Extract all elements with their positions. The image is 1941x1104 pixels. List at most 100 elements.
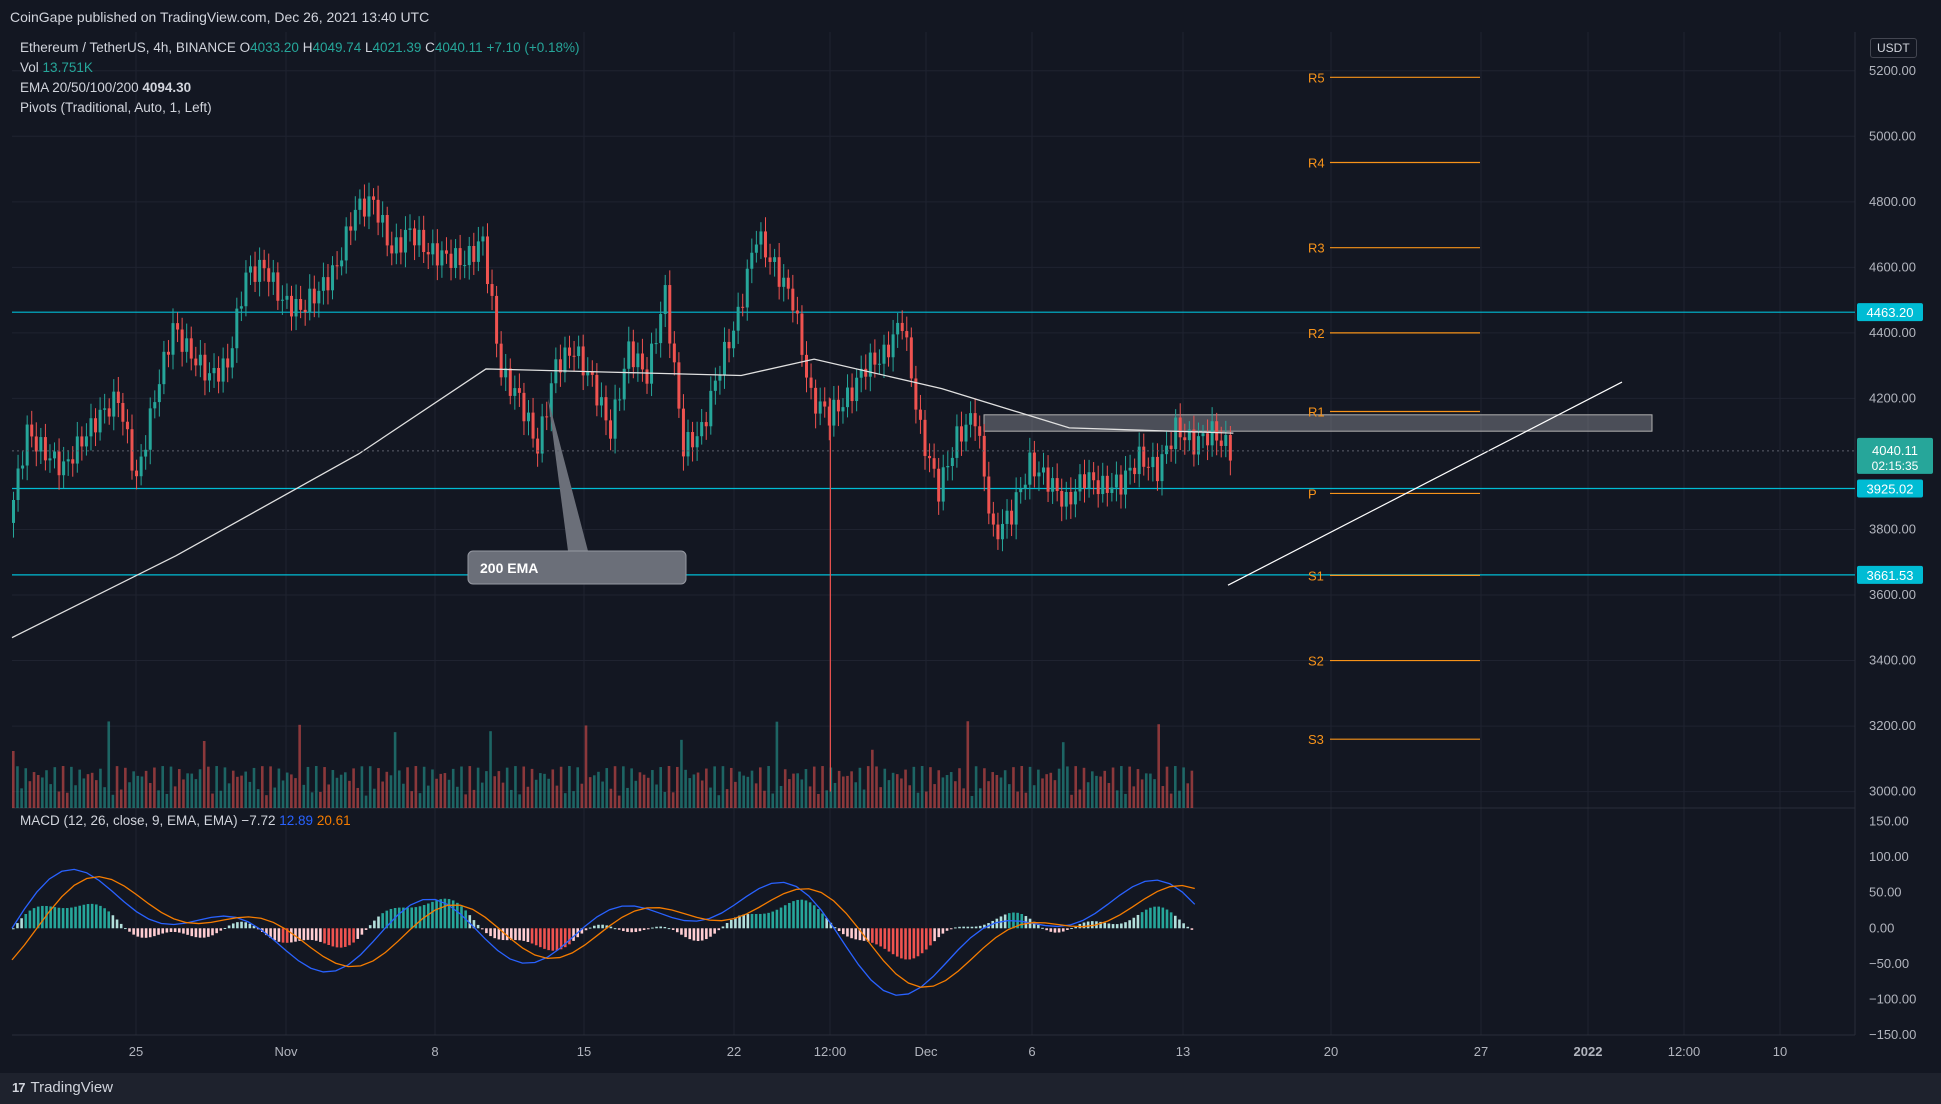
macd-histogram-bar	[397, 907, 401, 929]
volume-bar	[32, 772, 36, 808]
volume-bar	[572, 791, 575, 808]
candle-body	[16, 468, 20, 500]
candle-body	[700, 422, 704, 437]
volume-bar	[655, 784, 658, 808]
ema-row[interactable]: EMA 20/50/100/200 4094.30	[20, 78, 580, 98]
candle-body	[435, 243, 439, 266]
macd-histogram-bar	[178, 928, 181, 933]
candle-body	[668, 285, 672, 344]
volume-bar	[422, 766, 426, 808]
annotation-box[interactable]	[467, 550, 687, 585]
candle-body	[221, 358, 225, 382]
macd-histogram-bar	[41, 905, 44, 929]
symbol-row[interactable]: Ethereum / TetherUS, 4h, BINANCE O4033.2…	[20, 40, 580, 55]
macd-histogram-bar	[642, 928, 646, 930]
volume-bar	[1190, 770, 1194, 808]
macd-histogram-bar	[954, 927, 957, 929]
volume-bar	[36, 775, 40, 808]
volume-bar	[393, 732, 397, 808]
volume-bar	[485, 771, 488, 808]
level-price-badge[interactable]	[1857, 565, 1923, 584]
candle-body	[941, 467, 945, 502]
volume-bar	[750, 770, 754, 808]
level-price-badge[interactable]	[1857, 303, 1923, 322]
macd-histogram-bar	[115, 919, 119, 929]
macd-histogram-bar	[244, 922, 247, 929]
volume-bar	[763, 790, 766, 808]
candle-body	[604, 397, 608, 421]
macd-y-tick-label: 0.00	[1869, 920, 1894, 935]
macd-histogram-bar	[90, 903, 94, 929]
candle-body	[248, 266, 252, 273]
volume-bar	[908, 785, 911, 808]
macd-histogram-bar	[111, 915, 115, 929]
volume-bar	[1157, 724, 1160, 808]
candle-body	[618, 399, 622, 401]
macd-histogram-bar	[61, 908, 65, 929]
macd-histogram-bar	[356, 928, 360, 939]
candle-body	[836, 399, 840, 412]
volume-bar	[389, 775, 393, 808]
candle-body	[937, 468, 941, 502]
candle-body	[522, 392, 526, 422]
macd-histogram-bar	[269, 928, 272, 938]
tradingview-brand[interactable]: 17 TradingView	[12, 1079, 113, 1096]
pivots-label: Pivots (Traditional, Auto, 1, Left)	[20, 100, 212, 115]
level-price-badge[interactable]	[1857, 479, 1923, 498]
candle-body	[66, 459, 70, 462]
candle-body	[1201, 433, 1205, 437]
volume-bar	[584, 725, 588, 808]
candle-body	[75, 436, 79, 464]
last-price-badge[interactable]	[1857, 437, 1933, 474]
volume-bar	[1086, 782, 1090, 808]
macd-histogram-bar	[1066, 928, 1069, 930]
macd-legend[interactable]: MACD (12, 26, close, 9, EMA, EMA) −7.72 …	[20, 813, 351, 828]
candle-body	[887, 344, 891, 358]
macd-histogram-bar	[456, 902, 459, 929]
pivots-row[interactable]: Pivots (Traditional, Auto, 1, Left)	[20, 98, 580, 118]
candle-body	[467, 246, 471, 266]
candle-body	[135, 470, 139, 477]
volume-bar	[1057, 768, 1061, 808]
macd-histogram-bar	[1149, 907, 1152, 929]
volume-row[interactable]: Vol 13.751K	[20, 58, 580, 78]
macd-histogram-bar	[800, 899, 804, 929]
currency-badge[interactable]: USDT	[1870, 38, 1917, 58]
candle-body	[745, 268, 749, 308]
volume-bar	[352, 768, 355, 808]
candle-body	[873, 352, 877, 365]
volume-bar	[929, 767, 932, 808]
macd-histogram-bar	[792, 901, 795, 929]
volume-bar	[713, 766, 716, 808]
candle-body	[1196, 436, 1200, 455]
candle-body	[955, 426, 959, 458]
macd-histogram-bar	[634, 928, 638, 932]
macd-histogram-bar	[692, 928, 696, 941]
macd-histogram-bar	[945, 928, 949, 931]
volume-bar	[1099, 776, 1102, 808]
candle-body	[385, 214, 389, 246]
volume-bar	[314, 766, 318, 808]
macd-histogram-bar	[215, 928, 218, 934]
candle-body	[481, 236, 485, 242]
candle-body	[121, 402, 125, 422]
volume-bar	[800, 779, 804, 808]
macd-histogram-bar	[775, 909, 779, 929]
y-tick-label: 3800.00	[1869, 521, 1916, 536]
volume-bar	[634, 780, 638, 808]
macd-histogram-bar	[78, 905, 81, 929]
candle-body	[504, 368, 508, 378]
macd-histogram-bar	[439, 899, 443, 929]
macd-histogram-bar	[385, 910, 389, 929]
candle-body	[686, 432, 690, 457]
macd-histogram-bar	[622, 928, 625, 932]
macd-histogram-bar	[970, 926, 974, 929]
volume-bar	[746, 776, 750, 808]
macd-histogram-bar	[978, 925, 982, 929]
macd-histogram-bar	[74, 906, 77, 929]
macd-histogram-bar	[783, 905, 787, 929]
ascending-trendline[interactable]	[1227, 381, 1623, 586]
volume-bar	[1020, 766, 1024, 808]
volume-bar	[663, 791, 667, 808]
